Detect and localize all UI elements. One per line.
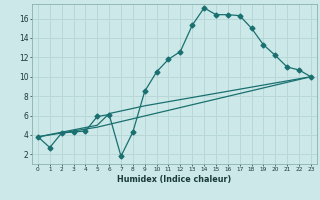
X-axis label: Humidex (Indice chaleur): Humidex (Indice chaleur): [117, 175, 232, 184]
